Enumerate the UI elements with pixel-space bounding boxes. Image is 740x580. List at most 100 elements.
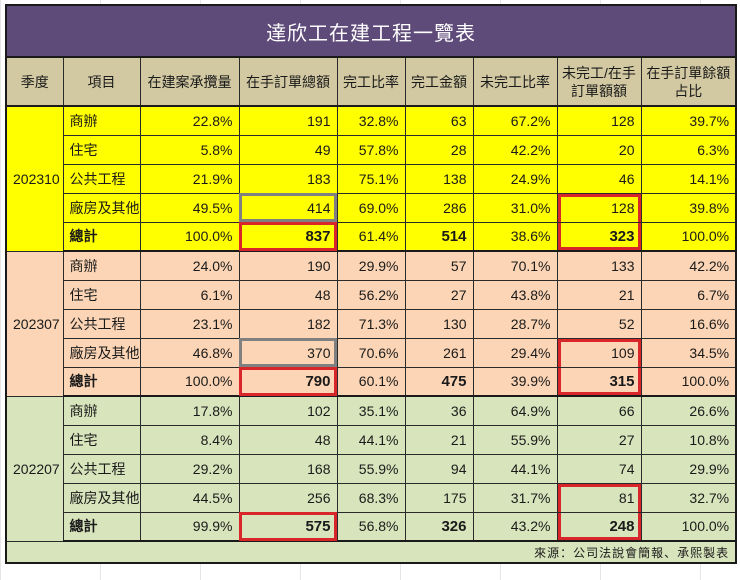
contract-share-cell[interactable]: 100.0%	[139, 221, 240, 252]
uncompleted-ratio-cell[interactable]: 31.0%	[472, 192, 558, 223]
period-cell[interactable]: 202207	[5, 395, 64, 542]
uncompleted-amount-cell[interactable]: 27	[556, 424, 642, 455]
backlog-total-cell[interactable]: 190	[238, 250, 338, 281]
backlog-total-cell[interactable]: 182	[238, 308, 338, 339]
contract-share-cell[interactable]: 100.0%	[139, 366, 240, 397]
item-label-cell[interactable]: 總計	[62, 221, 141, 252]
header-completed-amount[interactable]: 完工金額	[404, 56, 474, 107]
item-label-cell[interactable]: 商辦	[62, 250, 141, 281]
contract-share-cell[interactable]: 46.8%	[139, 337, 240, 368]
uncompleted-amount-cell[interactable]: 128	[556, 192, 642, 223]
backlog-total-cell[interactable]: 168	[238, 453, 338, 484]
uncompleted-amount-cell[interactable]: 46	[556, 163, 642, 194]
uncompleted-amount-cell[interactable]: 248	[556, 511, 642, 542]
completion-ratio-cell[interactable]: 57.8%	[336, 134, 406, 165]
remaining-share-cell[interactable]: 100.0%	[640, 366, 737, 397]
completed-amount-cell[interactable]: 57	[404, 250, 474, 281]
remaining-share-cell[interactable]: 10.8%	[640, 424, 737, 455]
uncompleted-ratio-cell[interactable]: 38.6%	[472, 221, 558, 252]
header-uncompleted-ratio[interactable]: 未完工比率	[472, 56, 558, 107]
backlog-total-cell[interactable]: 191	[238, 105, 338, 136]
uncompleted-amount-cell[interactable]: 315	[556, 366, 642, 397]
backlog-total-cell[interactable]: 48	[238, 424, 338, 455]
contract-share-cell[interactable]: 22.8%	[139, 105, 240, 136]
uncompleted-amount-cell[interactable]: 323	[556, 221, 642, 252]
completion-ratio-cell[interactable]: 44.1%	[336, 424, 406, 455]
completion-ratio-cell[interactable]: 68.3%	[336, 482, 406, 513]
contract-share-cell[interactable]: 24.0%	[139, 250, 240, 281]
completed-amount-cell[interactable]: 326	[404, 511, 474, 542]
contract-share-cell[interactable]: 8.4%	[139, 424, 240, 455]
completed-amount-cell[interactable]: 514	[404, 221, 474, 252]
backlog-total-cell[interactable]: 414	[238, 192, 338, 223]
backlog-total-cell[interactable]: 102	[238, 395, 338, 426]
item-label-cell[interactable]: 廠房及其他	[62, 192, 141, 223]
uncompleted-amount-cell[interactable]: 109	[556, 337, 642, 368]
completed-amount-cell[interactable]: 94	[404, 453, 474, 484]
uncompleted-amount-cell[interactable]: 20	[556, 134, 642, 165]
uncompleted-ratio-cell[interactable]: 44.1%	[472, 453, 558, 484]
uncompleted-ratio-cell[interactable]: 28.7%	[472, 308, 558, 339]
item-label-cell[interactable]: 商辦	[62, 105, 141, 136]
item-label-cell[interactable]: 廠房及其他	[62, 482, 141, 513]
item-label-cell[interactable]: 公共工程	[62, 163, 141, 194]
completion-ratio-cell[interactable]: 56.2%	[336, 279, 406, 310]
backlog-total-cell[interactable]: 49	[238, 134, 338, 165]
uncompleted-ratio-cell[interactable]: 43.2%	[472, 511, 558, 542]
item-label-cell[interactable]: 總計	[62, 366, 141, 397]
completion-ratio-cell[interactable]: 61.4%	[336, 221, 406, 252]
uncompleted-ratio-cell[interactable]: 29.4%	[472, 337, 558, 368]
contract-share-cell[interactable]: 44.5%	[139, 482, 240, 513]
completion-ratio-cell[interactable]: 75.1%	[336, 163, 406, 194]
table-title[interactable]: 達欣工在建工程一覽表	[5, 4, 737, 58]
completed-amount-cell[interactable]: 21	[404, 424, 474, 455]
period-cell[interactable]: 202310	[5, 105, 64, 252]
completion-ratio-cell[interactable]: 60.1%	[336, 366, 406, 397]
contract-share-cell[interactable]: 5.8%	[139, 134, 240, 165]
completion-ratio-cell[interactable]: 69.0%	[336, 192, 406, 223]
contract-share-cell[interactable]: 17.8%	[139, 395, 240, 426]
remaining-share-cell[interactable]: 39.7%	[640, 105, 737, 136]
contract-share-cell[interactable]: 21.9%	[139, 163, 240, 194]
contract-share-cell[interactable]: 49.5%	[139, 192, 240, 223]
completed-amount-cell[interactable]: 28	[404, 134, 474, 165]
contract-share-cell[interactable]: 23.1%	[139, 308, 240, 339]
backlog-total-cell[interactable]: 370	[238, 337, 338, 368]
completed-amount-cell[interactable]: 138	[404, 163, 474, 194]
uncompleted-ratio-cell[interactable]: 43.8%	[472, 279, 558, 310]
completion-ratio-cell[interactable]: 70.6%	[336, 337, 406, 368]
uncompleted-ratio-cell[interactable]: 55.9%	[472, 424, 558, 455]
contract-share-cell[interactable]: 99.9%	[139, 511, 240, 542]
source-note[interactable]: 來源：公司法說會簡報、承熙製表	[5, 540, 737, 564]
remaining-share-cell[interactable]: 39.8%	[640, 192, 737, 223]
remaining-share-cell[interactable]: 6.3%	[640, 134, 737, 165]
item-label-cell[interactable]: 住宅	[62, 279, 141, 310]
uncompleted-amount-cell[interactable]: 74	[556, 453, 642, 484]
remaining-share-cell[interactable]: 29.9%	[640, 453, 737, 484]
completion-ratio-cell[interactable]: 32.8%	[336, 105, 406, 136]
completion-ratio-cell[interactable]: 55.9%	[336, 453, 406, 484]
backlog-total-cell[interactable]: 575	[238, 511, 338, 542]
uncompleted-ratio-cell[interactable]: 64.9%	[472, 395, 558, 426]
item-label-cell[interactable]: 廠房及其他	[62, 337, 141, 368]
contract-share-cell[interactable]: 29.2%	[139, 453, 240, 484]
completed-amount-cell[interactable]: 261	[404, 337, 474, 368]
item-label-cell[interactable]: 商辦	[62, 395, 141, 426]
uncompleted-amount-cell[interactable]: 133	[556, 250, 642, 281]
remaining-share-cell[interactable]: 16.6%	[640, 308, 737, 339]
backlog-total-cell[interactable]: 837	[238, 221, 338, 252]
backlog-total-cell[interactable]: 790	[238, 366, 338, 397]
item-label-cell[interactable]: 住宅	[62, 424, 141, 455]
completed-amount-cell[interactable]: 63	[404, 105, 474, 136]
uncompleted-amount-cell[interactable]: 52	[556, 308, 642, 339]
completion-ratio-cell[interactable]: 35.1%	[336, 395, 406, 426]
uncompleted-amount-cell[interactable]: 81	[556, 482, 642, 513]
uncompleted-amount-cell[interactable]: 66	[556, 395, 642, 426]
uncompleted-ratio-cell[interactable]: 67.2%	[472, 105, 558, 136]
completed-amount-cell[interactable]: 36	[404, 395, 474, 426]
backlog-total-cell[interactable]: 48	[238, 279, 338, 310]
uncompleted-ratio-cell[interactable]: 42.2%	[472, 134, 558, 165]
header-item[interactable]: 項目	[62, 56, 141, 107]
completed-amount-cell[interactable]: 27	[404, 279, 474, 310]
item-label-cell[interactable]: 住宅	[62, 134, 141, 165]
